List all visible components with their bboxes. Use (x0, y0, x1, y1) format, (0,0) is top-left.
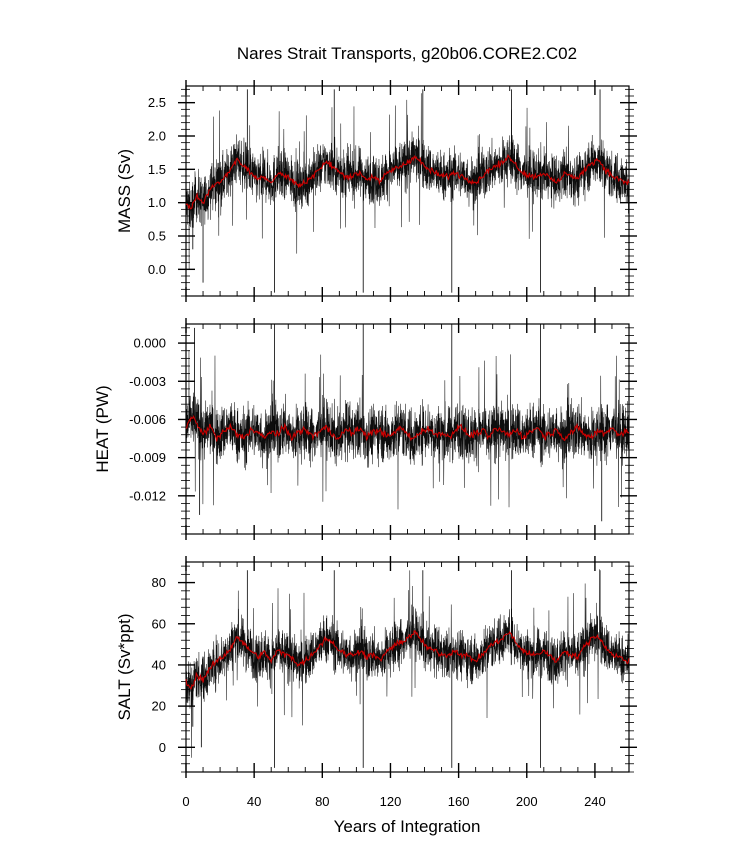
smoothed-series-line (185, 415, 630, 442)
heat-smoothed-series (185, 415, 630, 442)
y-tick-label: 80 (152, 575, 166, 590)
mass-smoothed-series (185, 153, 630, 210)
heat-axis-ticks (178, 318, 637, 540)
y-tick-label: -0.012 (129, 488, 166, 503)
chart-title: Nares Strait Transports, g20b06.CORE2.C0… (237, 44, 577, 63)
y-tick-label: 0.000 (133, 336, 166, 351)
x-tick-label: 160 (448, 794, 470, 809)
y-tick-label: 1.0 (148, 195, 166, 210)
salt-y-axis-label: SALT (Sv*ppt) (115, 613, 134, 720)
mass-axis-ticks (178, 80, 637, 302)
mass-y-axis-label: MASS (Sv) (115, 149, 134, 233)
mass-y-tick-labels: 0.0 0.5 1.0 1.5 2.0 2.5 (148, 95, 166, 277)
y-tick-label: 0.5 (148, 229, 166, 244)
salt-panel: 0 20 40 60 80 SALT (Sv*ppt) (115, 556, 637, 778)
heat-raw-series (185, 324, 630, 522)
x-tick-label: 80 (315, 794, 329, 809)
salt-y-tick-labels: 0 20 40 60 80 (152, 575, 166, 755)
y-tick-label: 2.5 (148, 95, 166, 110)
y-tick-label: 1.5 (148, 162, 166, 177)
heat-panel: 0.000 -0.003 -0.006 -0.009 -0.012 HEAT (PW) (93, 318, 637, 540)
x-tick-labels: 0 40 80 120 160 200 240 (182, 794, 605, 809)
salt-raw-series (185, 569, 630, 768)
salt-axis-ticks (178, 556, 637, 778)
raw-series-line (185, 349, 630, 510)
mass-raw-series (185, 89, 630, 293)
x-tick-label: 40 (247, 794, 261, 809)
y-tick-label: 40 (152, 657, 166, 672)
smoothed-series-line (185, 153, 630, 210)
y-tick-label: 0.0 (148, 262, 166, 277)
x-tick-label: 240 (584, 794, 606, 809)
salt-smoothed-series (185, 630, 630, 690)
heat-y-axis-label: HEAT (PW) (93, 385, 112, 472)
x-axis-label: Years of Integration (334, 817, 481, 836)
y-tick-label: 2.0 (148, 129, 166, 144)
x-tick-label: 0 (182, 794, 189, 809)
y-tick-label: -0.009 (129, 450, 166, 465)
y-tick-label: -0.003 (129, 374, 166, 389)
y-tick-label: 60 (152, 616, 166, 631)
y-tick-label: 20 (152, 699, 166, 714)
mass-panel: 0.0 0.5 1.0 1.5 2.0 2.5 MASS (Sv) (115, 80, 637, 302)
raw-series-line (185, 569, 630, 758)
raw-series-line (185, 93, 630, 270)
heat-y-tick-labels: 0.000 -0.003 -0.006 -0.009 -0.012 (129, 336, 166, 504)
y-tick-label: 0 (159, 740, 166, 755)
y-tick-label: -0.006 (129, 412, 166, 427)
x-tick-label: 120 (380, 794, 402, 809)
x-tick-label: 200 (516, 794, 538, 809)
smoothed-series-line (185, 630, 630, 690)
